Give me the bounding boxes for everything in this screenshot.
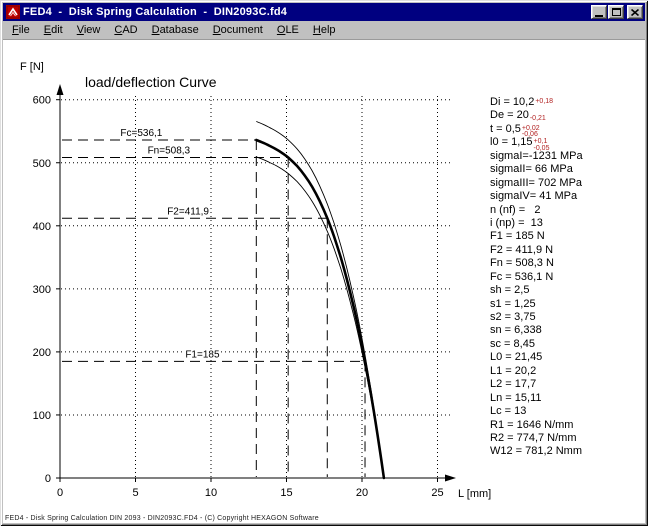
tolerance-value: +0,18 (535, 98, 554, 105)
result-line: Fc = 536,1 N (490, 270, 554, 283)
tolerance-value: -0,21 (529, 115, 546, 123)
result-line: sn = 6,338 (490, 324, 542, 337)
result-line: F2 = 411,9 N (490, 243, 554, 256)
result-line: Fn = 508,3 N (490, 257, 554, 270)
curve-tolerance-lower (256, 156, 385, 479)
y-tick-label: 400 (33, 221, 51, 233)
x-tick-label: 25 (431, 487, 443, 499)
menu-item-edit[interactable]: Edit (43, 24, 63, 36)
result-line: n (nf) = 2 (490, 203, 541, 216)
tolerance-value: +0,1 -0,05 (533, 138, 550, 152)
result-line: sh = 2,5 (490, 284, 530, 297)
y-tick-label: 100 (33, 410, 51, 422)
result-line: sigmaIV= 41 MPa (490, 190, 578, 203)
app-icon[interactable] (6, 5, 20, 19)
level-label: Fn=508,3 (148, 146, 191, 157)
y-tick-label: 0 (45, 473, 51, 485)
x-tick-label: 5 (132, 487, 138, 499)
x-tick-label: 10 (205, 487, 217, 499)
result-line: sigmaII= 66 MPa (490, 163, 573, 176)
result-line: sc = 8,45 (490, 337, 535, 350)
x-axis-arrow (445, 474, 456, 482)
x-tick-label: 20 (356, 487, 368, 499)
chart-title: load/deflection Curve (85, 74, 217, 90)
result-line: Di = 10,2 +0,18 (490, 96, 642, 109)
result-line: L2 = 17,7 (490, 378, 537, 391)
result-line: Lc = 13 (490, 405, 527, 418)
x-axis-title: L [mm] (458, 488, 491, 500)
result-line: Ln = 15,11 (490, 391, 542, 404)
result-line: s1 = 1,25 (490, 297, 536, 310)
menu-item-database[interactable]: Database (151, 24, 199, 36)
result-line: L0 = 21,45 (490, 351, 543, 364)
y-tick-label: 500 (33, 158, 51, 170)
menu-item-cad[interactable]: CAD (114, 24, 138, 36)
window-title: FED4 - Disk Spring Calculation - DIN2093… (23, 6, 288, 18)
result-line: W12 = 781,2 Nmm (490, 445, 583, 458)
x-tick-label: 15 (280, 487, 292, 499)
y-axis-arrow (56, 84, 64, 95)
level-label: F1=185 (185, 349, 220, 360)
client-area: Fc=536,1 Fn=508,3 F2=411,9 F1=185 0 100 200 300… (3, 40, 645, 523)
result-line: s2 = 3,75 (490, 311, 536, 323)
x-tick-label: 0 (57, 487, 63, 499)
result-line: t = 0,5 +0,02 -0,06 (490, 122, 540, 139)
result-line: sigmaIII= 702 MPa (490, 176, 583, 189)
tolerance-value: +0,02 -0,06 (521, 124, 540, 139)
window-controls (590, 5, 643, 19)
result-line: L1 = 20,2 (490, 364, 537, 377)
result-line: De = 20 -0,21 (490, 109, 546, 123)
y-tick-label: 600 (33, 95, 51, 107)
menu-item-help[interactable]: Help (312, 24, 336, 36)
result-line: R1 = 1646 N/mm (490, 418, 574, 431)
result-line: sigmaI=-1231 MPa (490, 149, 583, 162)
title-bar: FED4 - Disk Spring Calculation - DIN2093… (3, 3, 645, 21)
maximize-button[interactable] (608, 5, 624, 19)
menu-item-ole[interactable]: OLE (276, 24, 299, 36)
result-line: l0 = 1,15 +0,1 -0,05 (490, 136, 550, 152)
minimize-button[interactable] (591, 5, 607, 19)
curve-nominal-load-deflection (255, 138, 386, 480)
y-tick-label: 200 (33, 347, 51, 359)
y-tick-label: 300 (33, 284, 51, 296)
result-line: F1 = 185 N (490, 230, 545, 243)
y-axis-title: F [N] (20, 61, 44, 73)
result-line: R2 = 774,7 N/mm (490, 431, 577, 444)
maximize-icon (611, 8, 621, 16)
menu-item-file[interactable]: File (12, 24, 30, 36)
results-panel: Di = 10,2 +0,18 De = 20 -0,21 t = 0,5 +0,02 -0… (490, 96, 642, 459)
disk-spring-app-icon (6, 5, 20, 19)
close-icon (631, 8, 639, 16)
load-deflection-chart: Fc=536,1Fn=508,3F2=411,9F1=1850100200300… (20, 61, 491, 500)
menu-item-view[interactable]: View (76, 24, 101, 36)
status-bar-text: FED4 - Disk Spring Calculation DIN 2093 … (5, 515, 319, 522)
minimize-icon (595, 14, 603, 17)
menu-item-document[interactable]: Document (212, 24, 263, 36)
level-label: Fc=536,1 (120, 128, 162, 139)
level-label: F2=411,9 (167, 206, 209, 217)
curve-tolerance-upper (256, 120, 385, 479)
close-button[interactable] (627, 5, 643, 19)
result-line: i (np) = 13 (490, 216, 543, 229)
menu-bar: File Edit View CAD Database Document OLE Help (3, 21, 645, 40)
